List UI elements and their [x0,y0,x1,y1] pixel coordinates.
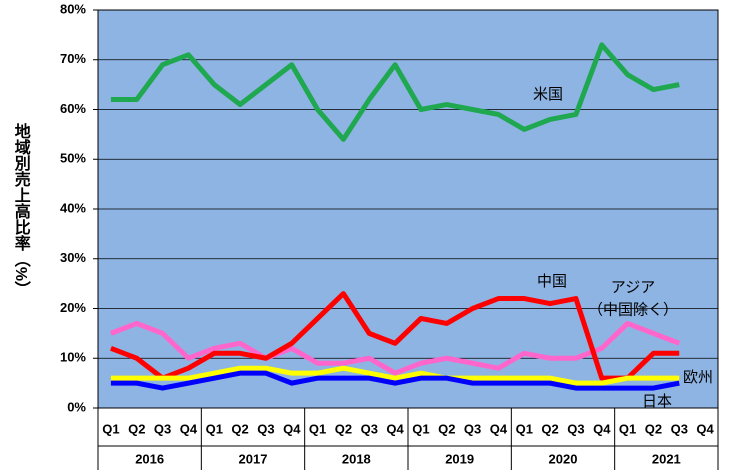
x-tick-label: Q4 [283,421,301,436]
series-line [110,370,680,391]
series-label: 米国 [533,86,563,103]
x-tick-label: Q4 [386,421,404,436]
series-line [110,365,680,386]
y-tick-label: 0% [67,399,86,414]
x-tick-label: Q3 [257,421,274,436]
y-tick-label: 20% [60,300,86,315]
x-tick-label: Q4 [180,421,198,436]
x-tick-label: Q2 [128,421,145,436]
x-tick-label: Q1 [619,421,636,436]
series-line [110,291,680,381]
x-tick-label: Q2 [335,421,352,436]
series-label: アジア（中国除く） [588,279,678,319]
y-tick-label: 50% [60,151,86,166]
x-group-label: 2020 [549,451,578,466]
x-group-label: 2016 [135,451,164,466]
x-tick-label: Q1 [309,421,326,436]
x-group-label: 2019 [445,451,474,466]
x-tick-label: Q1 [206,421,223,436]
y-tick-label: 80% [60,1,86,16]
x-tick-label: Q4 [593,421,611,436]
series-label: 日本 [642,393,672,410]
x-tick-label: Q1 [412,421,429,436]
series-label: 欧州 [683,369,713,386]
x-tick-label: Q3 [361,421,378,436]
x-tick-label: Q2 [438,421,455,436]
x-tick-label: Q1 [102,421,119,436]
x-tick-label: Q2 [541,421,558,436]
x-group-label: 2018 [342,451,371,466]
y-tick-label: 40% [60,200,86,215]
x-group-label: 2021 [652,451,681,466]
series-line [110,42,680,142]
series-label: 中国 [537,273,567,290]
x-tick-label: Q2 [231,421,248,436]
y-tick-label: 70% [60,51,86,66]
x-tick-label: Q3 [154,421,171,436]
x-tick-label: Q3 [464,421,481,436]
x-tick-label: Q3 [671,421,688,436]
x-tick-label: Q2 [645,421,662,436]
x-tick-label: Q3 [567,421,584,436]
series-line [110,320,681,376]
x-group-label: 2017 [239,451,268,466]
y-tick-label: 30% [60,250,86,265]
y-tick-label: 10% [60,350,86,365]
y-tick-label: 60% [60,101,86,116]
x-tick-label: Q1 [516,421,533,436]
x-tick-label: Q4 [490,421,508,436]
x-tick-label: Q4 [696,421,714,436]
y-axis-title: 地域別売上高比率（%） [12,122,31,297]
